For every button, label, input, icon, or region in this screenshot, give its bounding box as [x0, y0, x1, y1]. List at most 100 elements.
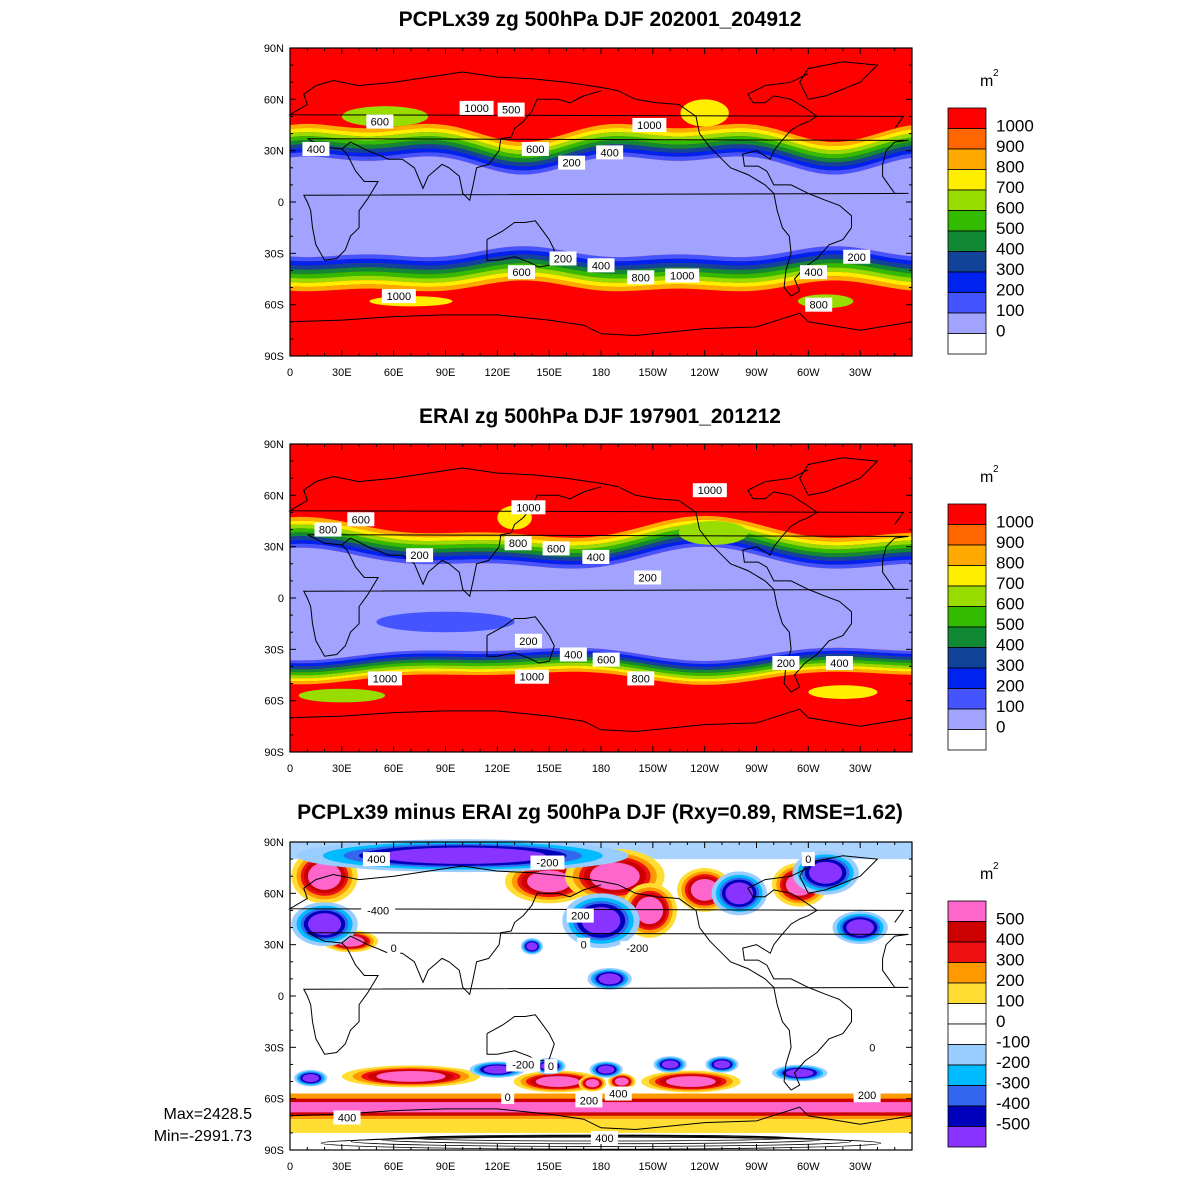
y-tick-label: 60S	[264, 1094, 284, 1106]
colorbar-swatch	[947, 626, 987, 648]
colorbar-swatch	[947, 107, 987, 129]
map-panel-bottom: -400 400 -200 0 200 0 -200 0 -200 0 0 200 400 200 400 4…	[264, 837, 913, 1173]
contour-band	[290, 659, 912, 676]
contour-band	[290, 519, 912, 546]
x-tick-label: 120W	[690, 1161, 719, 1173]
y-tick-label: 90N	[264, 439, 284, 451]
contour-label: 200	[777, 658, 795, 670]
y-tick-label: 30N	[264, 146, 284, 158]
contour-label-box	[843, 249, 871, 264]
colorbar-swatch	[947, 189, 987, 211]
contour-band	[290, 665, 912, 682]
unit-superscript: 2	[993, 464, 999, 475]
contour-band	[290, 527, 912, 554]
x-tick-label: 60E	[384, 367, 404, 379]
positive-anomaly	[307, 862, 342, 890]
positive-anomaly	[527, 870, 572, 893]
contour-label-box	[387, 941, 401, 956]
contour-blob	[680, 99, 729, 127]
negative-anomaly	[379, 847, 546, 864]
contour-label: 400	[804, 267, 822, 279]
colorbar-label: 0	[996, 718, 1005, 737]
contour-band	[290, 271, 912, 287]
colorbar-swatch	[947, 1003, 987, 1025]
colorbar-swatch	[947, 1023, 987, 1045]
colorbar-label: 700	[996, 178, 1024, 197]
contour-blob	[298, 688, 386, 703]
colorbar-swatch	[947, 1044, 987, 1066]
x-tick-label: 150W	[638, 367, 667, 379]
colorbar-label: 400	[996, 636, 1024, 655]
colorbar-label: 600	[996, 595, 1024, 614]
contour-band	[290, 254, 912, 270]
contour-band	[290, 140, 912, 163]
contour-label-box	[575, 1093, 603, 1108]
contour-label: 400	[595, 1133, 613, 1145]
x-tick-label: 150E	[536, 1161, 562, 1173]
colorbar-swatch	[947, 941, 987, 963]
negative-anomaly	[846, 919, 874, 936]
contour-band	[290, 267, 912, 283]
coastline	[288, 467, 905, 525]
contour-band	[290, 531, 912, 558]
colorbar-label: 300	[996, 951, 1024, 970]
x-tick-label: 180	[592, 763, 610, 775]
colorbar-swatch	[947, 1126, 987, 1148]
colorbar-swatch	[947, 312, 987, 334]
contour-blob	[678, 521, 748, 545]
contour-label: -200	[626, 943, 648, 955]
contour-label: 0	[869, 1042, 875, 1054]
colorbar-label: 0	[996, 322, 1005, 341]
colorbar-swatch	[947, 708, 987, 730]
x-tick-label: 120W	[690, 367, 719, 379]
colorbar-label: 800	[996, 158, 1024, 177]
x-tick-label: 90W	[745, 763, 768, 775]
x-tick-label: 180	[592, 367, 610, 379]
colorbar-swatch	[947, 148, 987, 170]
x-tick-label: 90W	[745, 1161, 768, 1173]
contour-label: 600	[371, 117, 389, 129]
contour-label: 200	[571, 911, 589, 923]
contour-label: 600	[352, 514, 370, 526]
southern-band	[290, 1119, 912, 1133]
contour-band	[290, 647, 912, 664]
contour-label-box	[549, 251, 577, 266]
contour-label: 200	[554, 253, 572, 265]
contour-band	[290, 250, 912, 266]
contour-label: 1000	[464, 103, 488, 115]
colorbar-swatch	[947, 729, 987, 751]
contour-blob	[376, 611, 515, 633]
contour-label: 200	[410, 550, 428, 562]
contour-label: 200	[848, 252, 866, 264]
tropical-band	[290, 156, 912, 258]
coastline	[288, 71, 905, 129]
y-tick-label: 60N	[264, 490, 284, 502]
colorbar-label: 200	[996, 281, 1024, 300]
contour-label-box	[805, 297, 833, 312]
colorbar-swatch	[947, 900, 987, 922]
colorbar-label: -300	[996, 1074, 1030, 1093]
x-tick-label: 120E	[484, 367, 510, 379]
coastline	[341, 90, 602, 202]
contour-label-box	[558, 155, 586, 170]
colorbar-label: -200	[996, 1053, 1030, 1072]
colorbar-swatch	[947, 524, 987, 546]
contour-label-box	[314, 522, 342, 537]
y-tick-label: 0	[278, 991, 284, 1003]
contour-band	[290, 123, 912, 146]
map-panel-top: 400 600 1000 500 600 200 400 1000 200 400 600 800 10…	[264, 43, 913, 379]
positive-anomaly	[585, 1079, 600, 1088]
contour-band	[290, 523, 912, 550]
contour-label: 0	[505, 1092, 511, 1104]
negative-anomaly	[809, 861, 843, 884]
contour-band	[290, 128, 912, 151]
positive-anomaly	[614, 1077, 629, 1086]
colorbar-label: 100	[996, 992, 1024, 1011]
contour-label: 600	[526, 144, 544, 156]
contour-label-box	[800, 265, 828, 280]
colorbar-swatch	[947, 544, 987, 566]
contour-band	[290, 263, 912, 279]
contour-label-box	[506, 1057, 541, 1072]
negative-anomaly	[307, 913, 342, 936]
